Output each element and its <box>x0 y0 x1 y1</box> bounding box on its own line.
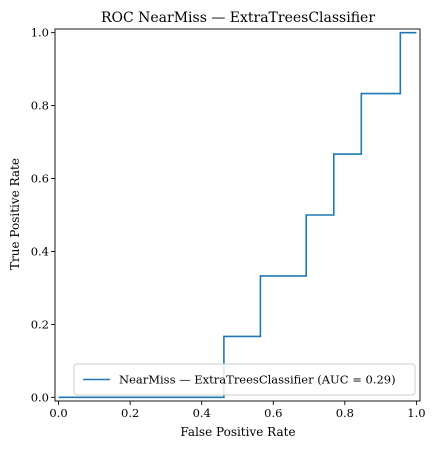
y-tick-label: 1.0 <box>31 26 49 40</box>
y-axis-label: True Positive Rate <box>8 158 22 270</box>
x-tick-label: 0.8 <box>336 406 354 420</box>
legend-entry-label: NearMiss — ExtraTreesClassifier (AUC = 0… <box>119 373 396 387</box>
legend-box <box>73 363 416 396</box>
x-tick-label: 0.0 <box>49 406 67 420</box>
roc-curve-line-0 <box>58 31 417 399</box>
x-axis-label: False Positive Rate <box>180 425 295 439</box>
y-tick-label: 0.2 <box>31 317 49 331</box>
plot-area <box>54 28 421 402</box>
y-tick-label: 0.0 <box>31 390 49 404</box>
chart-title: ROC NearMiss — ExtraTreesClassifier <box>101 10 375 26</box>
y-tick-label: 0.8 <box>31 99 49 113</box>
legend: NearMiss — ExtraTreesClassifier (AUC = 0… <box>73 363 416 396</box>
y-axis-ticks: 0.0 0.2 0.4 0.6 0.8 1.0 <box>31 26 55 404</box>
x-tick-label: 0.2 <box>121 406 139 420</box>
x-axis-ticks: 0.0 0.2 0.4 0.6 0.8 1.0 <box>49 401 426 420</box>
y-tick-label: 0.4 <box>31 244 49 258</box>
y-tick-label: 0.6 <box>31 172 49 186</box>
x-tick-label: 0.6 <box>264 406 282 420</box>
axes-frame <box>54 28 421 402</box>
x-tick-label: 0.4 <box>193 406 211 420</box>
x-tick-label: 1.0 <box>407 406 425 420</box>
